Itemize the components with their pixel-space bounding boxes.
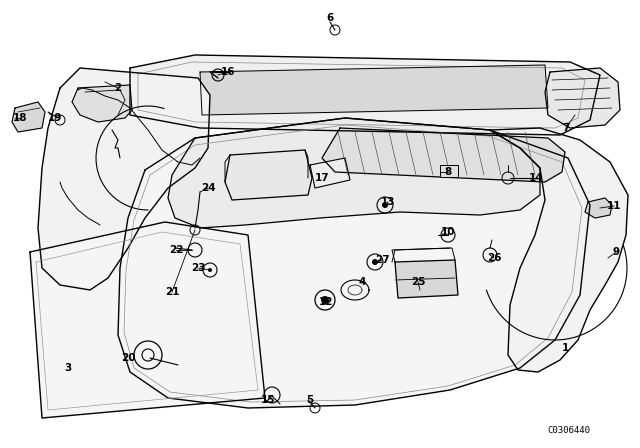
Text: 25: 25 [411, 277, 425, 287]
Polygon shape [585, 198, 612, 218]
Polygon shape [38, 68, 210, 290]
Text: C0306440: C0306440 [547, 426, 590, 435]
Bar [440, 165, 458, 177]
Polygon shape [200, 65, 548, 115]
Circle shape [372, 259, 378, 265]
Text: 16: 16 [221, 67, 236, 77]
Text: 17: 17 [315, 173, 330, 183]
Polygon shape [72, 85, 132, 122]
Text: 12: 12 [319, 297, 333, 307]
Text: 22: 22 [169, 245, 183, 255]
Text: 23: 23 [191, 263, 205, 273]
Polygon shape [545, 68, 620, 128]
Text: 20: 20 [121, 353, 135, 363]
Text: 4: 4 [358, 277, 365, 287]
Text: 5: 5 [307, 395, 314, 405]
Circle shape [382, 202, 388, 208]
Polygon shape [168, 118, 540, 228]
Text: 26: 26 [487, 253, 501, 263]
Text: 1: 1 [561, 343, 568, 353]
Polygon shape [30, 222, 265, 418]
Text: 8: 8 [444, 167, 452, 177]
Text: 9: 9 [612, 247, 620, 257]
Text: 13: 13 [381, 197, 396, 207]
Text: 2: 2 [115, 83, 122, 93]
Text: 3: 3 [65, 363, 72, 373]
Circle shape [321, 296, 329, 304]
Text: 15: 15 [260, 395, 275, 405]
Polygon shape [118, 118, 590, 408]
Text: 11: 11 [607, 201, 621, 211]
Text: 10: 10 [441, 227, 455, 237]
Polygon shape [12, 102, 45, 132]
Text: 14: 14 [529, 173, 543, 183]
Polygon shape [130, 55, 600, 135]
Polygon shape [395, 260, 458, 298]
Polygon shape [310, 158, 350, 188]
Text: 27: 27 [374, 255, 389, 265]
Polygon shape [138, 62, 585, 128]
Polygon shape [490, 128, 628, 372]
Text: 7: 7 [563, 123, 570, 133]
Text: 24: 24 [201, 183, 215, 193]
Polygon shape [322, 128, 565, 182]
Text: 19: 19 [48, 113, 62, 123]
Text: 21: 21 [164, 287, 179, 297]
Text: 18: 18 [13, 113, 28, 123]
Circle shape [208, 268, 212, 272]
Polygon shape [225, 150, 312, 200]
Text: 6: 6 [326, 13, 333, 23]
